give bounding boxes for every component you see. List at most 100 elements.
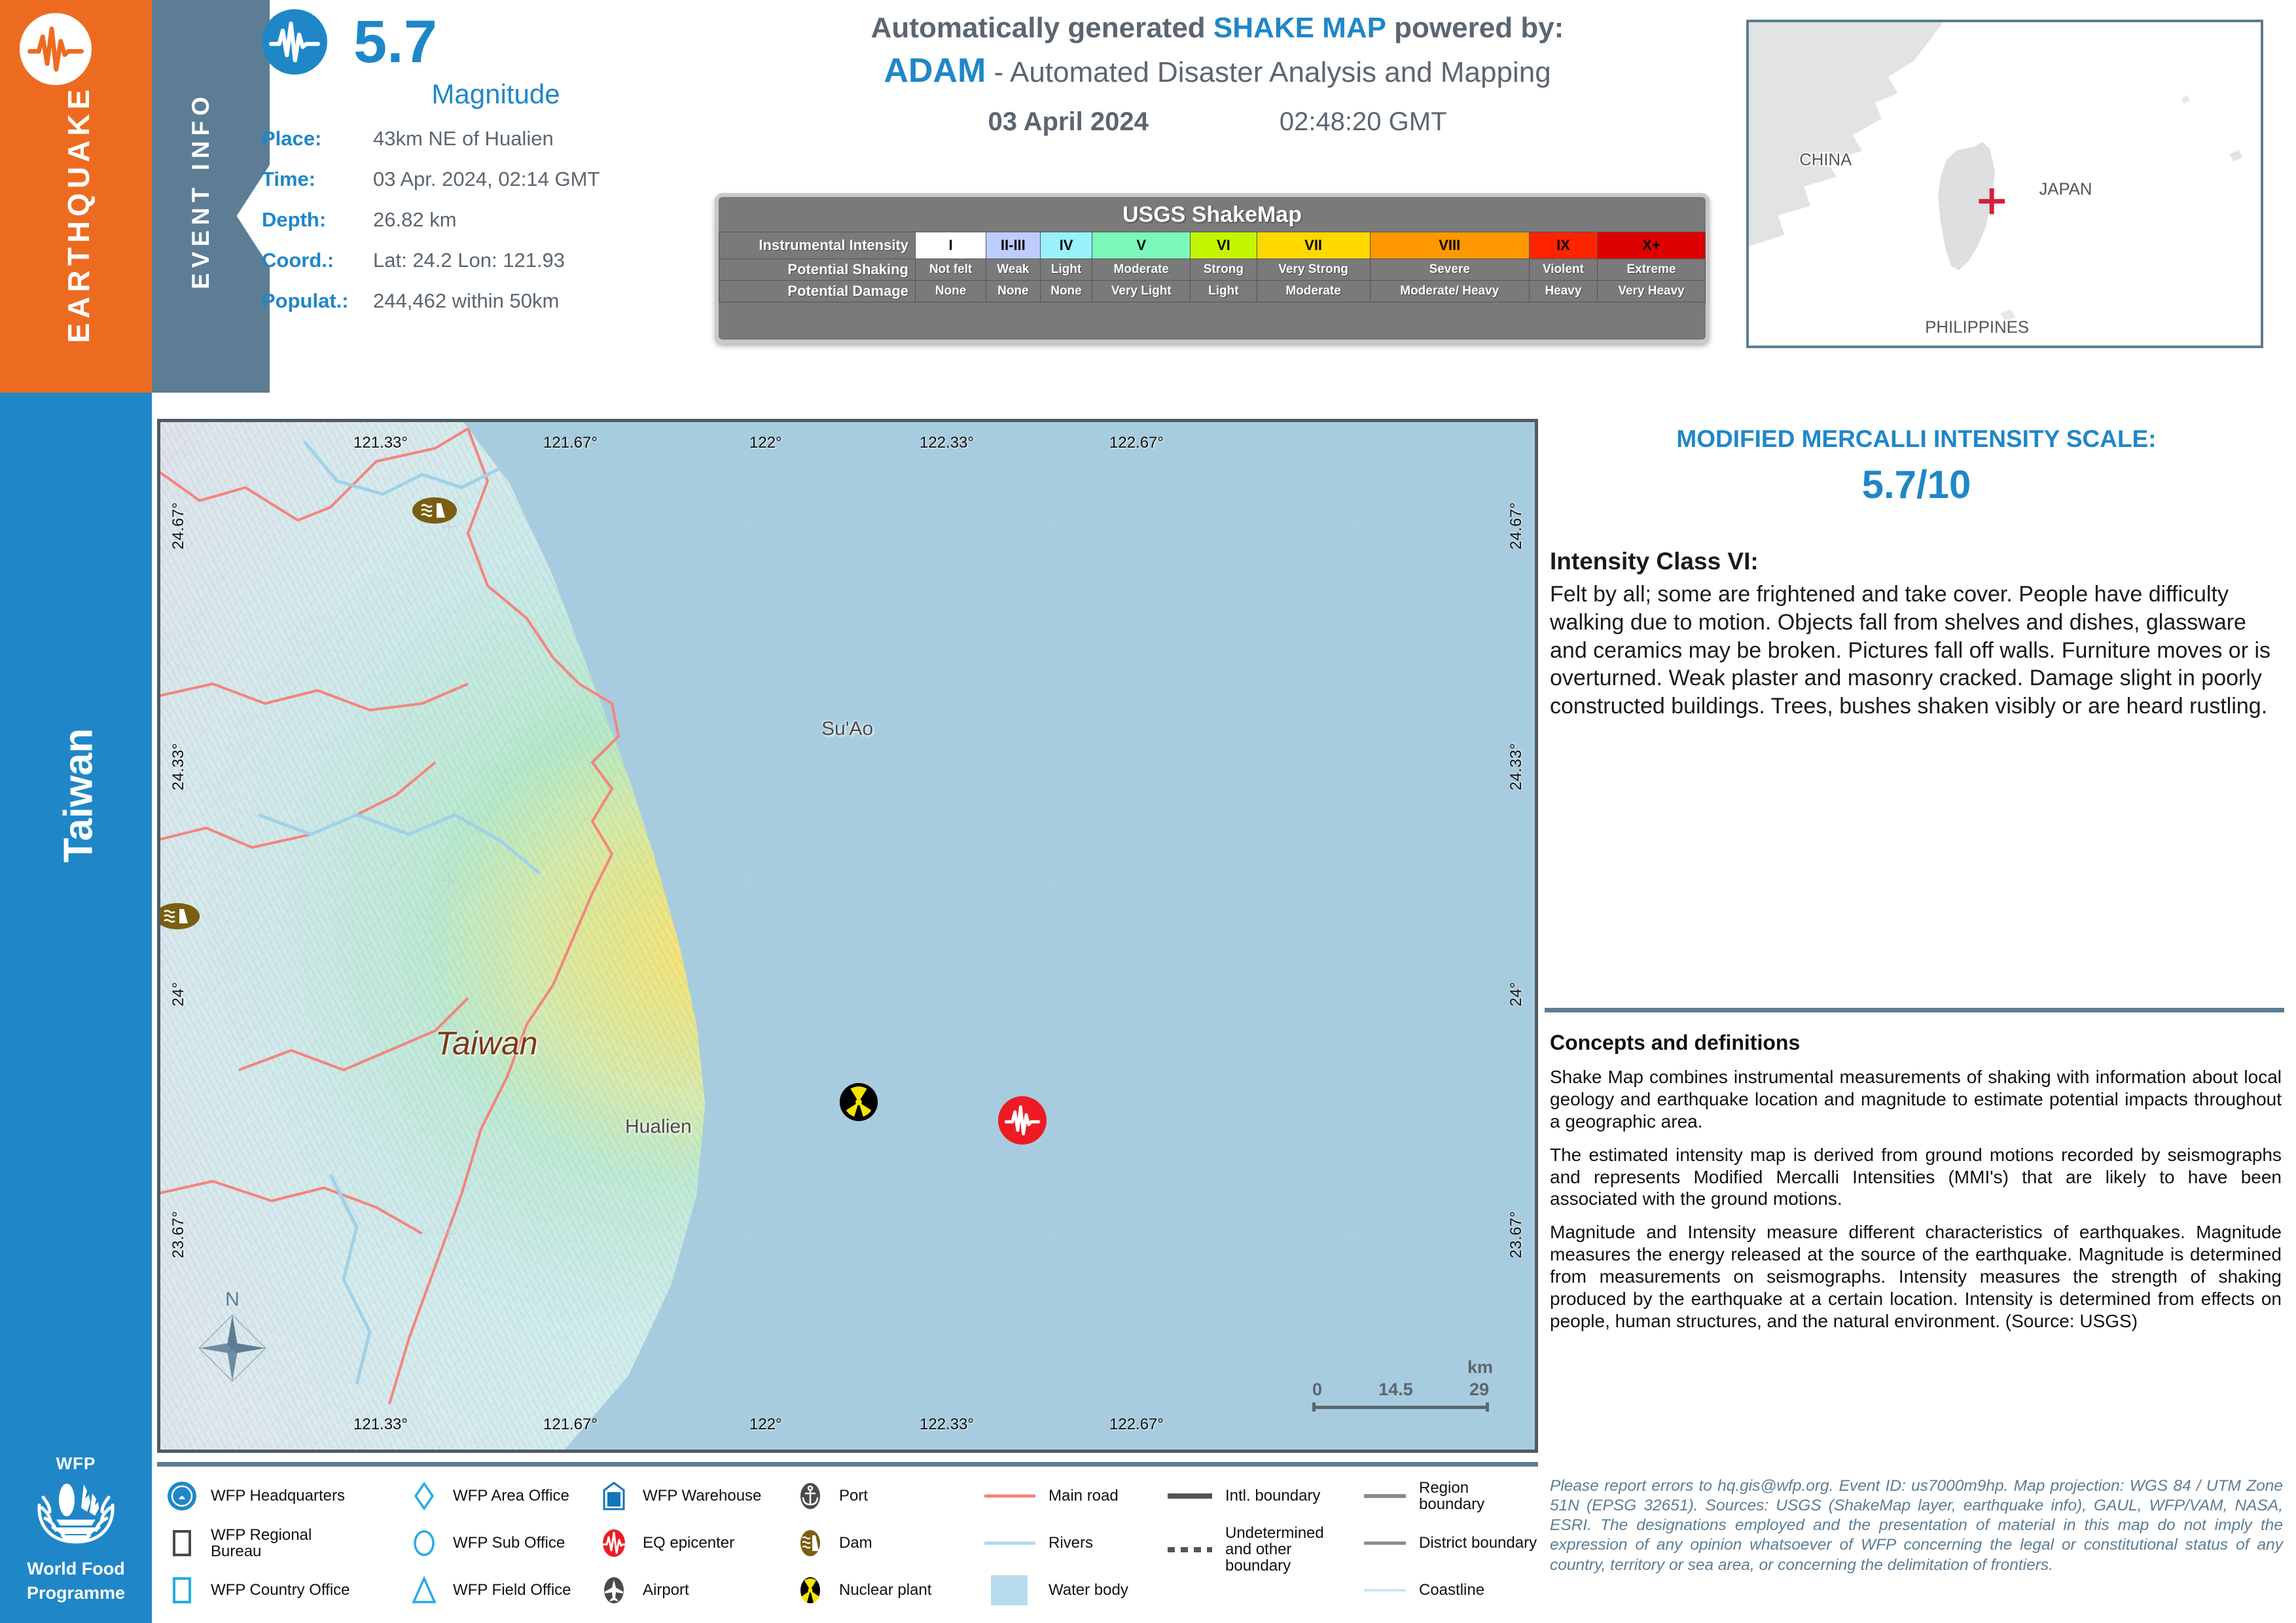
legend-item: Main road bbox=[982, 1478, 1165, 1514]
dam-marker-north[interactable] bbox=[412, 497, 457, 524]
event-details-list: Place: 43km NE of Hualien Time: 03 Apr. … bbox=[262, 127, 694, 313]
scale-bar: km 0 14.5 29 bbox=[1312, 1357, 1493, 1412]
legend-item: Nuclear plant bbox=[792, 1572, 982, 1609]
usgs-intensity-cell: VI bbox=[1190, 232, 1257, 259]
poster-title: Automatically generated SHAKE MAP powere… bbox=[733, 12, 1702, 137]
lat-tick-left: 24.33° bbox=[170, 743, 187, 791]
legend-column-assets: WFP Warehouse EQ epicenter bbox=[596, 1472, 792, 1620]
legend-item: WFP Country Office bbox=[164, 1572, 406, 1609]
usgs-shaking-cell: Strong bbox=[1190, 259, 1257, 281]
legend-item: District boundary bbox=[1361, 1525, 1545, 1561]
usgs-intensity-cell: V bbox=[1092, 232, 1191, 259]
legend-label: Nuclear plant bbox=[839, 1581, 932, 1599]
legend-item: WFP Headquarters bbox=[164, 1478, 406, 1514]
detail-value: 03 Apr. 2024, 02:14 GMT bbox=[373, 168, 600, 190]
eq-epicenter-icon bbox=[596, 1525, 632, 1561]
dam-marker-west[interactable] bbox=[160, 903, 200, 929]
lat-tick-right: 24° bbox=[1507, 982, 1525, 1007]
map-legend: WFP Headquarters WFP Regional Bureau WFP… bbox=[164, 1472, 1545, 1620]
title-adam: ADAM bbox=[884, 52, 986, 90]
legend-label: District boundary bbox=[1419, 1534, 1537, 1552]
legend-column-boundaries-a: Intl. boundary Undetermined and other bo… bbox=[1165, 1472, 1361, 1620]
nuclear-plant-marker[interactable] bbox=[840, 1083, 878, 1121]
legend-column-infrastructure: Port Dam bbox=[792, 1472, 982, 1620]
detail-key: Depth: bbox=[262, 208, 327, 231]
legend-label: WFP Warehouse bbox=[643, 1487, 762, 1505]
event-detail-row: Populat.: 244,462 within 50km bbox=[262, 289, 694, 313]
usgs-shaking-row: Potential Shaking Not felt Weak Light Mo… bbox=[719, 259, 1706, 281]
legend-item: Port bbox=[792, 1478, 982, 1514]
legend-column-wfp-offices-b: WFP Area Office WFP Sub Office WFP Field… bbox=[406, 1472, 596, 1620]
legend-item: Water body bbox=[982, 1572, 1165, 1609]
circle-icon bbox=[406, 1525, 442, 1561]
legend-item: Airport bbox=[596, 1572, 792, 1609]
legend-label: Region boundary bbox=[1419, 1478, 1485, 1513]
magnitude-icon bbox=[262, 9, 327, 75]
lon-tick-bottom: 122.67° bbox=[1109, 1416, 1164, 1433]
main-road-layer bbox=[160, 427, 620, 1404]
event-info-label: EVENT INFO bbox=[187, 91, 214, 290]
magnitude-row: 5.7 bbox=[262, 9, 694, 75]
map-disclaimer: Please report errors to hq.gis@wfp.org. … bbox=[1550, 1477, 2283, 1574]
lon-tick-top: 121.33° bbox=[353, 434, 408, 452]
airport-icon bbox=[596, 1572, 632, 1609]
detail-value: 43km NE of Hualien bbox=[373, 127, 554, 150]
place-label-hualien: Hualien bbox=[625, 1116, 692, 1137]
lon-tick-top: 122.67° bbox=[1109, 434, 1164, 452]
legend-column-hydro: Main road Rivers Water body bbox=[982, 1472, 1165, 1620]
usgs-row-label: Instrumental Intensity bbox=[719, 232, 916, 259]
event-type-label: EARTHQUAKE bbox=[62, 84, 96, 344]
detail-key: Populat.: bbox=[262, 289, 349, 312]
usgs-shaking-cell: Severe bbox=[1369, 259, 1530, 281]
usgs-intensity-cell: I bbox=[914, 232, 987, 259]
wfp-name-line1: World Food bbox=[27, 1558, 125, 1578]
legend-item: Region boundary bbox=[1361, 1478, 1545, 1514]
usgs-intensity-cell: IX bbox=[1528, 232, 1598, 259]
usgs-shaking-cell: Very Strong bbox=[1256, 259, 1371, 281]
legend-item: Coastline bbox=[1361, 1572, 1545, 1609]
wfp-hq-icon bbox=[164, 1478, 200, 1514]
wfp-acronym: WFP bbox=[56, 1453, 96, 1473]
report-time: 02:48:20 GMT bbox=[1279, 107, 1447, 136]
wfp-name-line2: Programme bbox=[26, 1583, 126, 1603]
wfp-logo: WFP World Fo bbox=[0, 1454, 152, 1603]
usgs-intensity-cell: VII bbox=[1256, 232, 1371, 259]
usgs-damage-cell: None bbox=[914, 280, 987, 302]
legend-item: WFP Warehouse bbox=[596, 1478, 792, 1514]
locator-map: CHINA JAPAN PHILIPPINES bbox=[1746, 20, 2263, 348]
country-label: Taiwan bbox=[56, 728, 101, 863]
coastline-line bbox=[1361, 1572, 1408, 1609]
event-detail-row: Depth: 26.82 km bbox=[262, 208, 694, 232]
detail-key: Place: bbox=[262, 127, 322, 150]
scale-mid: 14.5 bbox=[1378, 1380, 1413, 1399]
usgs-row-label: Potential Shaking bbox=[719, 259, 916, 281]
lon-tick-top: 121.67° bbox=[543, 434, 598, 452]
lon-tick-bottom: 121.67° bbox=[543, 1416, 598, 1433]
map-vectors bbox=[160, 427, 1359, 1404]
lon-tick-bottom: 122° bbox=[749, 1416, 782, 1433]
legend-column-wfp-offices-a: WFP Headquarters WFP Regional Bureau WFP… bbox=[164, 1472, 406, 1620]
usgs-legend-title: USGS ShakeMap bbox=[1122, 202, 1302, 227]
lat-tick-right: 23.67° bbox=[1507, 1211, 1525, 1258]
graticule-crosses bbox=[442, 520, 1359, 1241]
north-arrow: N bbox=[196, 1289, 268, 1387]
anchor-icon bbox=[792, 1478, 829, 1514]
legend-label: Dam bbox=[839, 1534, 872, 1552]
usgs-intensity-cell: X+ bbox=[1597, 232, 1706, 259]
nuclear-plant-icon bbox=[792, 1572, 829, 1609]
legend-label: Rivers bbox=[1049, 1534, 1094, 1552]
wfp-emblem-icon bbox=[37, 1483, 115, 1544]
title-adam-expand: - Automated Disaster Analysis and Mappin… bbox=[986, 56, 1551, 88]
lat-tick-right: 24.33° bbox=[1507, 743, 1525, 791]
legend-item: WFP Sub Office bbox=[406, 1525, 596, 1561]
detail-value: 244,462 within 50km bbox=[373, 289, 560, 312]
title-datetime: 03 April 2024 02:48:20 GMT bbox=[733, 107, 1702, 137]
event-detail-row: Place: 43km NE of Hualien bbox=[262, 127, 694, 151]
undetermined-boundary-line bbox=[1165, 1531, 1215, 1568]
lon-tick-top: 122.33° bbox=[920, 434, 975, 452]
usgs-intensity-cell: VIII bbox=[1369, 232, 1530, 259]
eq-epicenter-marker[interactable] bbox=[998, 1096, 1047, 1145]
legend-column-boundaries-b: Region boundary District boundary Coastl… bbox=[1361, 1472, 1545, 1620]
main-shake-map[interactable]: Su'Ao Hualien Taiwan bbox=[157, 419, 1538, 1453]
legend-item: Intl. boundary bbox=[1165, 1478, 1361, 1514]
